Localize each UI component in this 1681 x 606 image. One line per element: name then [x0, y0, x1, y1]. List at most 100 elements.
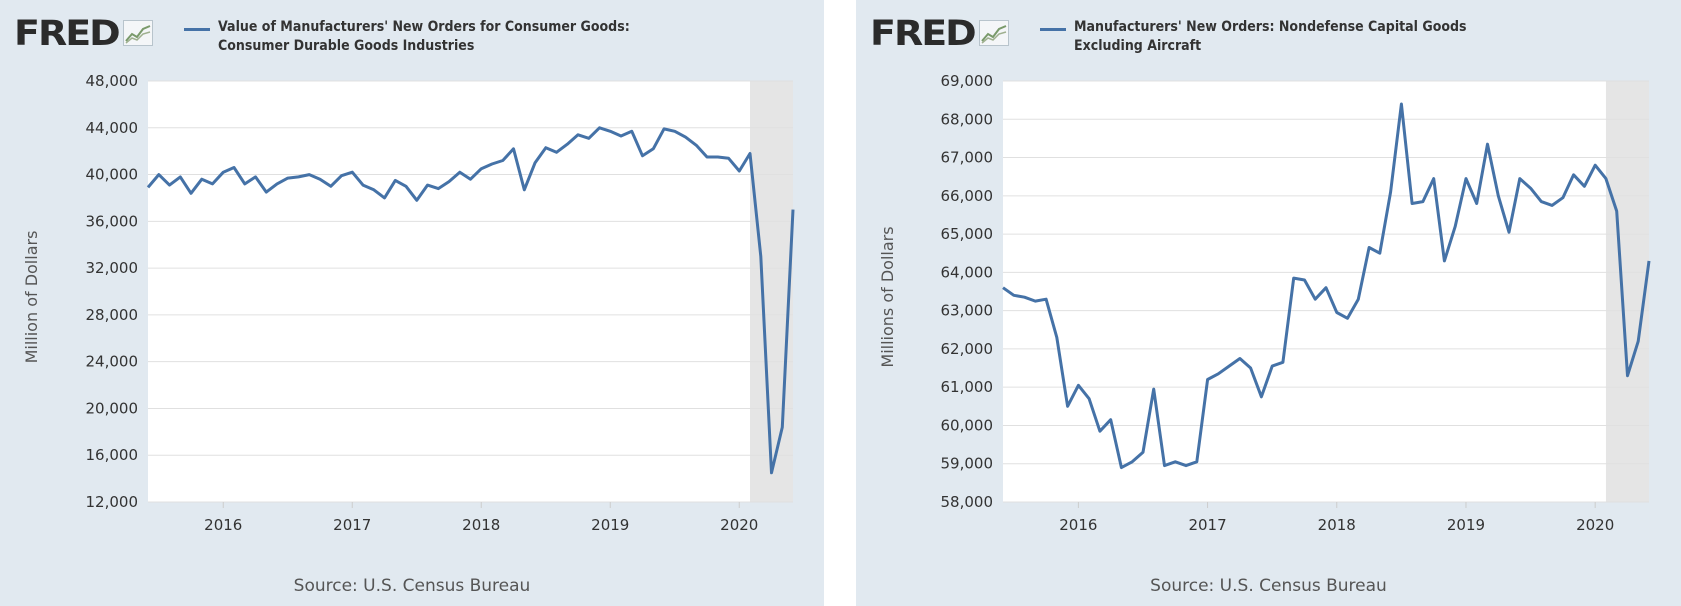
data-point — [222, 171, 225, 174]
y-tick-label: 61,000 — [941, 378, 994, 396]
y-tick-label: 12,000 — [86, 493, 139, 511]
y-tick-label: 68,000 — [941, 110, 994, 128]
y-axis-title: Million of Dollars — [22, 231, 41, 364]
data-point — [190, 192, 193, 195]
data-point — [340, 174, 343, 177]
data-point — [641, 154, 644, 157]
data-point — [1260, 395, 1263, 398]
series-line — [1002, 102, 1651, 470]
data-point — [1228, 365, 1231, 368]
data-point — [1120, 466, 1123, 469]
legend-label-line-2: Consumer Durable Goods Industries — [218, 38, 475, 54]
data-point — [491, 163, 494, 166]
data-point — [759, 255, 762, 258]
data-point — [716, 156, 719, 159]
data-point — [405, 185, 408, 188]
data-point — [534, 161, 537, 164]
data-point — [351, 171, 354, 174]
y-axis-title: Millions of Dollars — [878, 226, 897, 367]
legend-swatch — [184, 28, 210, 31]
data-point — [1109, 418, 1112, 421]
data-point — [1195, 460, 1198, 463]
y-tick-label: 20,000 — [86, 399, 139, 417]
data-point — [1023, 296, 1026, 299]
data-point — [555, 151, 558, 154]
data-point — [652, 147, 655, 150]
data-point — [663, 127, 666, 130]
data-point — [415, 199, 418, 202]
x-tick-label: 2019 — [591, 516, 629, 534]
data-point — [1335, 311, 1338, 314]
data-point — [1141, 451, 1144, 454]
y-tick-label: 60,000 — [941, 416, 994, 434]
recession-shading — [750, 81, 793, 502]
y-tick-label: 36,000 — [86, 212, 139, 230]
data-point — [243, 182, 246, 185]
recession-shading — [1605, 81, 1649, 502]
legend-label-line-1: Value of Manufacturers' New Orders for C… — [218, 19, 630, 35]
data-point — [630, 130, 633, 133]
data-point — [1594, 164, 1597, 167]
data-point — [1206, 378, 1209, 381]
y-tick-label: 64,000 — [941, 263, 994, 281]
x-tick-label: 2017 — [333, 516, 371, 534]
data-point — [1314, 298, 1317, 301]
data-point — [1131, 460, 1134, 463]
data-point — [1551, 204, 1554, 207]
data-point — [1497, 194, 1500, 197]
data-point — [684, 136, 687, 139]
data-point — [1185, 464, 1188, 467]
x-tick-label: 2016 — [1059, 516, 1097, 534]
data-point — [1615, 210, 1618, 213]
legend-label-line-2: Excluding Aircraft — [1074, 38, 1202, 54]
data-point — [770, 471, 773, 474]
data-point — [1648, 259, 1651, 262]
data-point — [1486, 143, 1489, 146]
data-point — [695, 144, 698, 147]
data-point — [211, 182, 214, 185]
y-tick-label: 32,000 — [86, 259, 139, 277]
plot-area — [148, 81, 793, 502]
chart-panel-right: FRED Manufacturers' New Orders: Nondefen… — [856, 0, 1681, 606]
data-point — [1055, 336, 1058, 339]
data-point — [1475, 202, 1478, 205]
data-point — [1604, 177, 1607, 180]
y-tick-label: 67,000 — [941, 149, 994, 167]
x-tick-label: 2016 — [204, 516, 242, 534]
line-chart: 12,000 16,000 20,000 24,000 28,000 32,000 36,0… — [22, 72, 795, 534]
data-point — [1389, 190, 1392, 193]
data-point — [1346, 317, 1349, 320]
data-point — [1271, 365, 1274, 368]
y-tick-label: 66,000 — [941, 187, 994, 205]
data-point — [1292, 277, 1295, 280]
data-point — [1217, 372, 1220, 375]
data-point — [157, 173, 160, 176]
data-point — [587, 137, 590, 140]
chart-panel-left: FRED Value of Manufacturers' New Orders … — [0, 0, 824, 606]
data-point — [706, 156, 709, 159]
data-point — [620, 134, 623, 137]
y-tick-label: 63,000 — [941, 302, 994, 320]
data-point — [383, 196, 386, 199]
data-point — [523, 188, 526, 191]
data-point — [792, 208, 795, 211]
line-graph-icon — [978, 20, 1009, 46]
data-point — [501, 159, 504, 162]
fred-logo[interactable]: FRED — [14, 14, 153, 52]
data-point — [1034, 300, 1037, 303]
data-point — [437, 187, 440, 190]
x-tick-label: 2020 — [720, 516, 758, 534]
chart-legend: Value of Manufacturers' New Orders for C… — [184, 18, 675, 56]
data-point — [727, 157, 730, 160]
x-tick-label: 2018 — [1318, 516, 1356, 534]
data-point — [265, 191, 268, 194]
data-point — [362, 184, 365, 187]
line-chart: 58,000 59,000 60,000 61,000 62,000 63,000 64,0… — [878, 72, 1651, 534]
data-point — [469, 178, 472, 181]
fred-logo[interactable]: FRED — [870, 14, 1009, 52]
fred-logo-text: FRED — [14, 12, 121, 54]
data-point — [1066, 405, 1069, 408]
y-tick-label: 48,000 — [86, 72, 139, 90]
legend-swatch — [1040, 28, 1066, 31]
data-point — [1163, 464, 1166, 467]
